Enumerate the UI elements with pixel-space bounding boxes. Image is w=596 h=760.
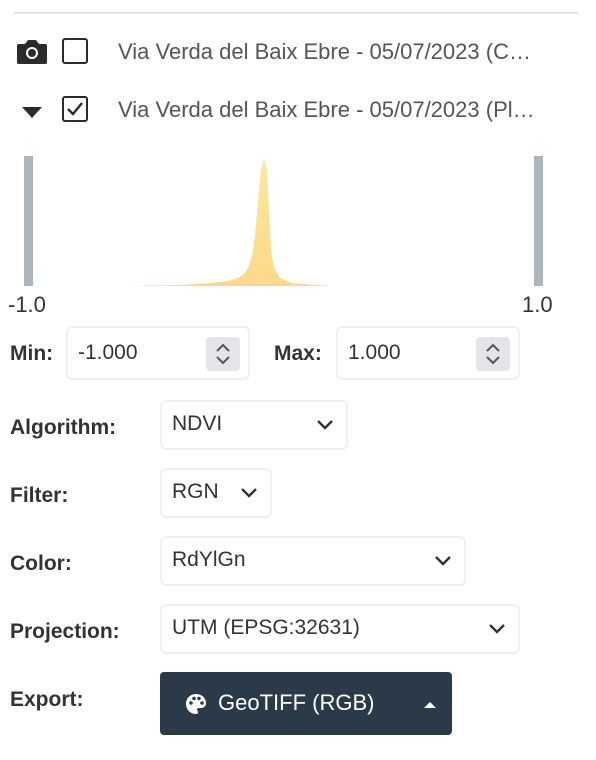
histogram-min-label: -1.0: [8, 292, 46, 317]
layer-row-2: Via Verda del Baix Ebre - 05/07/2023 (Pl…: [0, 92, 596, 132]
filter-select[interactable]: RGN: [160, 468, 272, 518]
histogram-min-handle[interactable]: [24, 156, 33, 286]
export-button-label: GeoTIFF (RGB): [218, 690, 375, 715]
histogram-max-handle[interactable]: [534, 156, 543, 286]
filter-value: RGN: [172, 480, 219, 503]
layer-1-title[interactable]: Via Verda del Baix Ebre - 05/07/2023 (C…: [118, 39, 531, 64]
camera-icon[interactable]: [16, 38, 48, 66]
algorithm-value: NDVI: [172, 412, 223, 435]
caret-down-icon[interactable]: [20, 104, 44, 120]
palette-icon: [186, 694, 206, 714]
caret-up-icon: [424, 702, 436, 708]
max-input-box: [336, 326, 520, 380]
color-value: RdYlGn: [172, 548, 246, 571]
chevron-down-icon: [241, 488, 257, 498]
max-spinner[interactable]: [476, 337, 510, 371]
max-input[interactable]: [348, 338, 458, 368]
histogram: -1.0 1.0: [0, 150, 596, 320]
projection-value: UTM (EPSG:32631): [172, 616, 360, 639]
histogram-plot: [128, 158, 330, 286]
projection-select[interactable]: UTM (EPSG:32631): [160, 604, 520, 654]
layer-2-title[interactable]: Via Verda del Baix Ebre - 05/07/2023 (Pl…: [118, 97, 535, 122]
check-icon: [67, 102, 83, 116]
algorithm-select[interactable]: NDVI: [160, 400, 348, 450]
layer-row-1: Via Verda del Baix Ebre - 05/07/2023 (C…: [0, 32, 596, 72]
chevron-down-icon: [435, 556, 451, 566]
chevron-down-icon: [317, 420, 333, 430]
color-label: Color:: [10, 552, 72, 575]
layer-2-checkbox[interactable]: [62, 96, 88, 122]
projection-label: Projection:: [10, 620, 120, 643]
spinner-icon: [486, 343, 500, 365]
spinner-icon: [216, 343, 230, 365]
top-divider: [14, 12, 578, 14]
algorithm-label: Algorithm:: [10, 416, 117, 439]
min-label: Min:: [10, 342, 54, 365]
max-label: Max:: [274, 342, 322, 365]
histogram-max-label: 1.0: [522, 292, 553, 317]
export-button[interactable]: GeoTIFF (RGB): [160, 672, 452, 735]
min-input-box: [66, 326, 250, 380]
export-label: Export:: [10, 688, 84, 711]
filter-label: Filter:: [10, 484, 69, 507]
min-input[interactable]: [78, 338, 188, 368]
layer-1-checkbox[interactable]: [62, 38, 88, 64]
color-select[interactable]: RdYlGn: [160, 536, 466, 586]
min-spinner[interactable]: [206, 337, 240, 371]
chevron-down-icon: [489, 624, 505, 634]
